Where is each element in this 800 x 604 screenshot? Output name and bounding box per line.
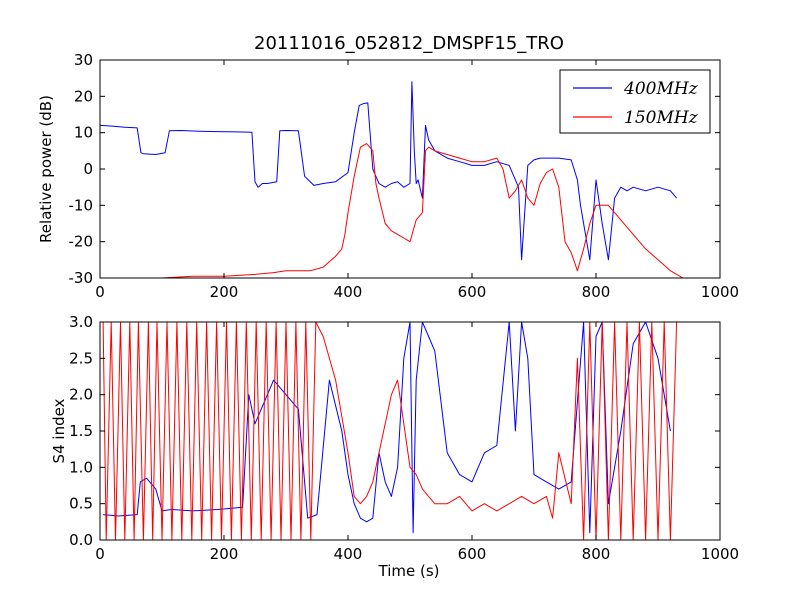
- chart-title: 20111016_052812_DMSPF15_TRO: [254, 33, 564, 54]
- power-ylabel: Relative power (dB): [37, 95, 55, 243]
- series-line-150mhz: [100, 143, 684, 278]
- y-tick-label: -20: [69, 233, 94, 251]
- x-tick-label: 0: [95, 283, 105, 301]
- x-tick-label: 600: [458, 283, 487, 301]
- x-tick-label: 1000: [701, 545, 739, 563]
- x-tick-label: 600: [458, 545, 487, 563]
- x-tick-label: 400: [334, 545, 363, 563]
- x-tick-label: 200: [210, 545, 239, 563]
- s4-axes: 0 200 400 600 800 1000 0.0 0.5 1.0 1.5 2.0 2.5 3.0: [69, 313, 739, 563]
- x-tick-label: 200: [210, 283, 239, 301]
- legend-box: [559, 69, 711, 134]
- s4-ylabel: S4 index: [50, 398, 68, 463]
- y-tick-label: -30: [69, 269, 94, 287]
- x-tick-label: 800: [582, 545, 611, 563]
- y-tick-label: -10: [69, 196, 94, 214]
- legend-label-400: 400MHz: [623, 79, 699, 99]
- x-tick-label: 1000: [701, 283, 739, 301]
- y-tick-label: 0.0: [69, 531, 93, 549]
- series-line-400mhz: [100, 81, 677, 261]
- time-xlabel: Time (s): [378, 562, 440, 580]
- y-tick-label: 2.5: [69, 349, 93, 367]
- y-tick-label: 0.5: [69, 495, 93, 513]
- y-tick-label: 2.0: [69, 386, 93, 404]
- legend: 400MHz 150MHz: [559, 69, 711, 134]
- y-tick-label: 10: [74, 124, 93, 142]
- y-tick-label: 0: [83, 160, 93, 178]
- series-line-150mhz: [102, 322, 678, 540]
- x-tick-label: 0: [95, 545, 105, 563]
- plot-background: [100, 322, 720, 540]
- y-tick-label: 20: [74, 87, 93, 105]
- x-tick-label: 400: [334, 283, 363, 301]
- y-tick-label: 1.0: [69, 458, 93, 476]
- x-tick-label: 800: [582, 283, 611, 301]
- legend-label-150: 150MHz: [624, 108, 699, 128]
- y-tick-label: 1.5: [69, 422, 93, 440]
- y-tick-label: 30: [74, 51, 93, 69]
- y-tick-label: 3.0: [69, 313, 93, 331]
